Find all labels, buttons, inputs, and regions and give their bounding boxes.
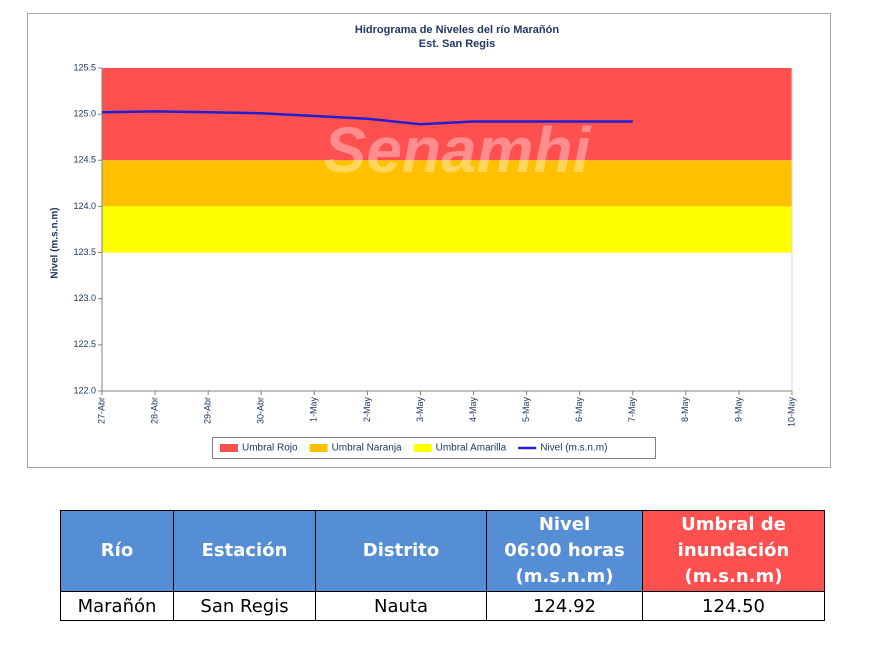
- x-tick-label: 6-May: [574, 397, 584, 423]
- x-tick-label: 1-May: [309, 397, 319, 423]
- y-tick-label: 122.0: [73, 385, 96, 395]
- y-tick-label: 124.5: [73, 155, 96, 165]
- legend-label: Umbral Rojo: [242, 443, 298, 454]
- chart: Hidrograma de Niveles del río Marañón Es…: [27, 13, 831, 468]
- y-tick-label: 123.0: [73, 293, 96, 303]
- x-tick-label: 27-Abr: [96, 397, 106, 424]
- legend-swatch: [220, 444, 238, 452]
- x-tick-label: 10-May: [786, 397, 796, 428]
- chart-subtitle: Est. San Regis: [419, 38, 495, 50]
- header-cell: Río: [60, 510, 174, 592]
- table-row: Marañón San Regis Nauta 124.92 124.50: [60, 591, 825, 621]
- y-tick-label: 122.5: [73, 339, 96, 349]
- table-body: Marañón San Regis Nauta 124.92 124.50: [60, 591, 825, 621]
- chart-title: Hidrograma de Niveles del río Marañón: [355, 24, 559, 36]
- watermark: Senamhi: [324, 114, 592, 186]
- legend-label: Umbral Naranja: [332, 443, 402, 454]
- table-cell: 124.92: [486, 591, 643, 621]
- header-text: (m.s.n.m): [515, 566, 614, 587]
- y-tick-label: 123.5: [73, 247, 96, 257]
- threshold-band: [102, 68, 792, 161]
- legend-label: Nivel (m.s.n.m): [540, 443, 607, 454]
- header-text: Río: [100, 540, 134, 561]
- x-tick-label: 9-May: [733, 397, 743, 423]
- header-cell: Umbral de inundación (m.s.n.m): [642, 510, 825, 592]
- x-tick-label: 5-May: [521, 397, 531, 423]
- y-tick-label: 125.0: [73, 109, 96, 119]
- x-tick-label: 2-May: [362, 397, 372, 423]
- header-text: Estación: [201, 540, 288, 561]
- table-cell: San Regis: [173, 591, 316, 621]
- y-tick-label: 125.5: [73, 62, 96, 72]
- x-tick-label: 8-May: [680, 397, 690, 423]
- legend-label: Umbral Amarilla: [436, 443, 507, 454]
- header-text: Nivel: [538, 514, 591, 535]
- x-tick-label: 29-Abr: [203, 397, 213, 424]
- header-cell: Distrito: [315, 510, 487, 592]
- header-cell: Estación: [173, 510, 316, 592]
- threshold-band: [102, 160, 792, 207]
- table-cell: Marañón: [60, 591, 174, 621]
- table-cell: Nauta: [315, 591, 487, 621]
- header-cell: Nivel 06:00 horas (m.s.n.m): [486, 510, 643, 592]
- x-tick-label: 3-May: [415, 397, 425, 423]
- header-text: inundación: [677, 540, 790, 561]
- threshold-band: [102, 206, 792, 253]
- y-axis-label: Nivel (m.s.n.m): [50, 207, 61, 278]
- header-text: Umbral de: [681, 514, 786, 535]
- legend-swatch: [413, 444, 432, 452]
- x-tick-label: 28-Abr: [149, 397, 159, 424]
- y-tick-label: 124.0: [73, 201, 96, 211]
- x-tick-label: 7-May: [627, 397, 637, 423]
- x-tick-label: 30-Abr: [256, 397, 266, 424]
- table-cell: 124.50: [642, 591, 825, 621]
- data-table: Río Estación Distrito Nivel 06:00 horas (m.s.…: [60, 510, 825, 621]
- series-line: [101, 110, 633, 126]
- header-row: Río Estación Distrito Nivel 06:00 horas (m.s.…: [60, 510, 825, 592]
- legend-frame: [212, 437, 656, 459]
- legend-swatch: [309, 444, 328, 452]
- x-tick-label: 4-May: [468, 397, 478, 423]
- header-text: Distrito: [362, 540, 440, 561]
- header-text: 06:00 horas: [504, 540, 625, 561]
- header-text: (m.s.n.m): [684, 566, 783, 587]
